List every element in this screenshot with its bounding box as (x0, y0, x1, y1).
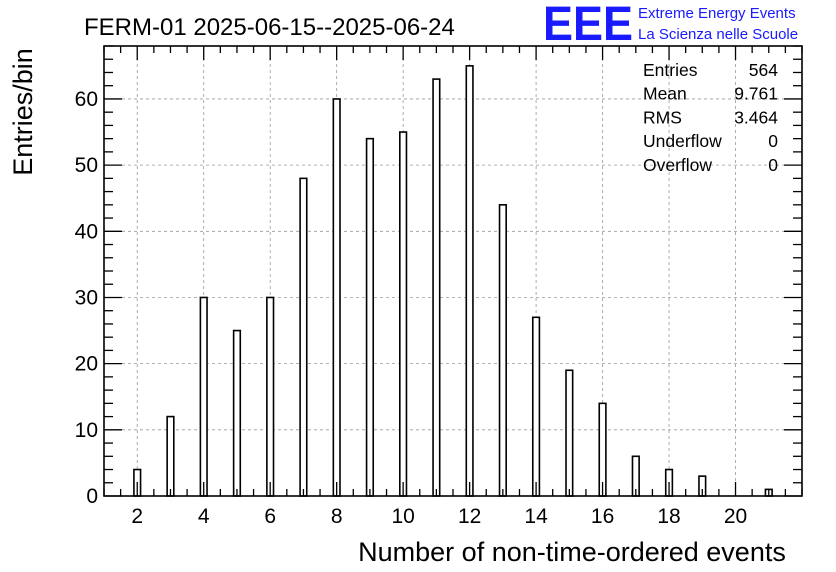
histogram-bar-13 (498, 204, 507, 497)
histogram-bar-7 (299, 177, 308, 497)
stats-label-rms: RMS (643, 107, 682, 127)
histogram-bar-11 (432, 78, 441, 497)
logo-line-1: Extreme Energy Events (638, 5, 796, 22)
histogram-bar-10 (399, 131, 408, 497)
stats-value-entries: 564 (749, 60, 778, 80)
x-tick-label-20: 20 (724, 505, 747, 528)
y-tick-label-0: 0 (86, 485, 98, 508)
x-tick-label-18: 18 (657, 505, 680, 528)
x-tick-label-8: 8 (331, 505, 343, 528)
y-tick-label-50: 50 (75, 154, 98, 177)
y-tick-label-30: 30 (75, 286, 98, 309)
x-tick-label-6: 6 (264, 505, 276, 528)
y-tick-label-20: 20 (75, 353, 98, 376)
stats-value-mean: 9.761 (734, 84, 778, 104)
stats-label-underflow: Underflow (643, 131, 722, 151)
plot-frame (103, 45, 803, 497)
stats-value-overflow: 0 (768, 155, 778, 175)
x-axis-title: Number of non-time-ordered events (358, 537, 786, 567)
stats-value-underflow: 0 (768, 131, 778, 151)
eee-logo: EEE Extreme Energy Events La Scienza nel… (543, 0, 798, 51)
y-tick-label-40: 40 (75, 220, 98, 243)
stats-box: Entries 564 Mean 9.761 RMS 3.464 Underflow 0 Ove… (643, 60, 778, 175)
histogram-bar-9 (365, 137, 375, 497)
x-tick-label-14: 14 (524, 505, 548, 528)
y-tick-label-60: 60 (75, 88, 98, 111)
stats-label-overflow: Overflow (643, 155, 712, 175)
histogram-bar-6 (266, 296, 275, 497)
stats-label-entries: Entries (643, 60, 698, 80)
x-tick-label-4: 4 (198, 505, 210, 528)
y-tick-label-10: 10 (75, 419, 98, 442)
stats-value-rms: 3.464 (734, 107, 778, 127)
chart-title: FERM-01 2025-06-15--2025-06-24 (84, 14, 455, 41)
histogram-bar-3 (166, 415, 175, 497)
histogram-bar-8 (332, 98, 341, 497)
histogram-bar-14 (531, 316, 541, 497)
y-axis-title: Entries/bin (8, 48, 38, 176)
histogram-bar-5 (232, 329, 242, 497)
x-tick-label-2: 2 (131, 505, 143, 528)
histogram-bar-12 (465, 65, 474, 497)
x-tick-label-10: 10 (391, 505, 414, 528)
axis-ticks (103, 45, 803, 497)
histogram-bar-4 (199, 296, 208, 497)
logo-letters: EEE (543, 0, 633, 51)
x-tick-label-12: 12 (458, 505, 481, 528)
logo-line-2: La Scienza nelle Scuole (638, 26, 798, 43)
stats-label-mean: Mean (643, 84, 687, 104)
tick-labels: 2 4 6 8 10 12 14 16 18 20 0 10 20 30 40 50 60 (75, 88, 748, 528)
x-tick-label-16: 16 (591, 505, 614, 528)
histogram-bar-15 (565, 369, 574, 497)
grid-lines (104, 46, 802, 496)
